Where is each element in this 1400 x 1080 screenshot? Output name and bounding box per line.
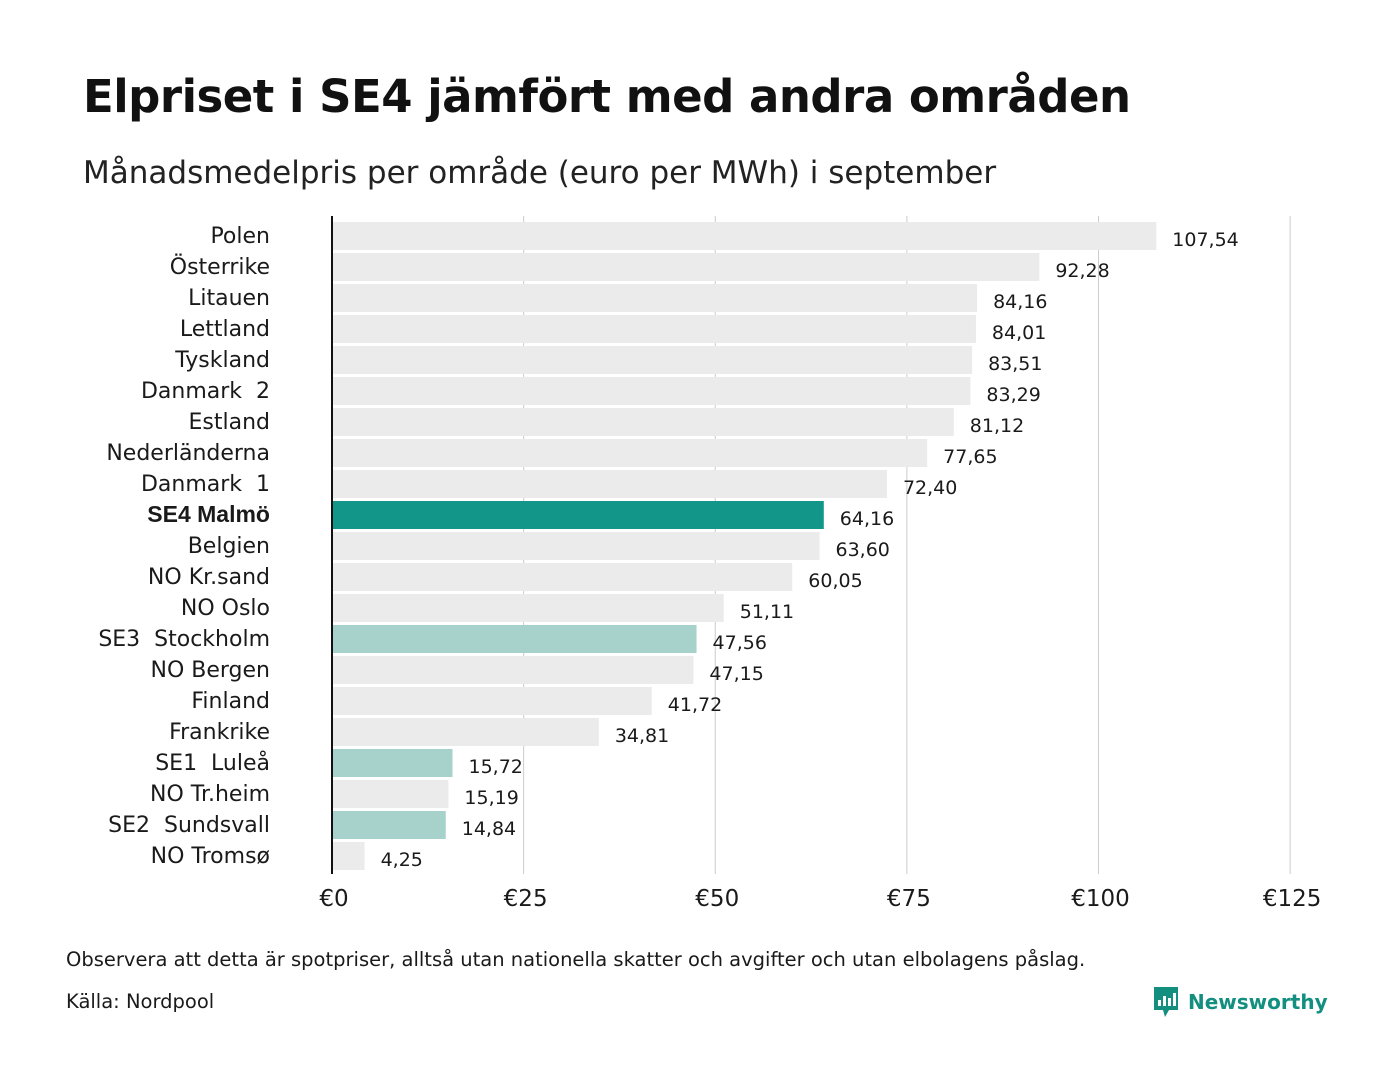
newsworthy-logo-icon: [1154, 987, 1178, 1017]
chart-subtitle: Månadsmedelpris per område (euro per MWh…: [83, 155, 997, 191]
value-label-7: 77,65: [943, 446, 997, 468]
bar-12: [332, 594, 724, 622]
category-label-8: Danmark 1: [141, 472, 270, 497]
bar-0: [332, 222, 1157, 250]
footnote: Observera att detta är spotpriser, allts…: [66, 948, 1086, 971]
bar-4: [332, 346, 973, 374]
category-label-15: Finland: [191, 689, 270, 714]
value-label-2: 84,16: [993, 291, 1047, 313]
value-label-5: 83,29: [986, 384, 1040, 406]
category-label-14: NO Bergen: [151, 658, 271, 683]
bar-13: [332, 625, 697, 653]
category-label-17: SE1 Luleå: [155, 750, 270, 776]
bar-18: [332, 780, 449, 808]
bar-14: [332, 656, 694, 684]
x-tick-label-50: €50: [695, 886, 739, 912]
brand-name: Newsworthy: [1188, 990, 1328, 1014]
bar-1: [332, 253, 1040, 281]
category-label-5: Danmark 2: [141, 379, 270, 404]
bar-2: [332, 284, 978, 312]
bar-5: [332, 377, 971, 405]
x-tick-label-25: €25: [504, 886, 548, 912]
bar-3: [332, 315, 976, 343]
category-label-19: SE2 Sundsvall: [108, 813, 270, 838]
category-label-3: Lettland: [180, 317, 270, 342]
category-label-4: Tyskland: [174, 348, 270, 373]
value-label-14: 47,15: [709, 663, 763, 685]
category-label-11: NO Kr.sand: [148, 565, 270, 590]
bar-6: [332, 408, 954, 436]
x-tick-label-100: €100: [1071, 886, 1130, 912]
x-tick-label-0: €0: [319, 886, 348, 912]
value-label-4: 83,51: [988, 353, 1042, 375]
value-label-3: 84,01: [992, 322, 1046, 344]
bar-8: [332, 470, 887, 498]
category-label-16: Frankrike: [169, 720, 270, 745]
value-label-8: 72,40: [903, 477, 957, 499]
value-label-20: 4,25: [381, 849, 423, 871]
category-label-20: NO Tromsø: [151, 844, 270, 869]
bar-19: [332, 811, 446, 839]
value-label-19: 14,84: [462, 818, 516, 840]
value-label-6: 81,12: [970, 415, 1024, 437]
category-label-12: NO Oslo: [181, 596, 270, 621]
bar-7: [332, 439, 928, 467]
category-label-2: Litauen: [188, 286, 270, 311]
bar-16: [332, 718, 599, 746]
category-label-9: SE4 Malmö: [147, 501, 270, 527]
value-label-13: 47,56: [713, 632, 767, 654]
value-label-9: 64,16: [840, 508, 894, 530]
x-tick-label-75: €75: [887, 886, 931, 912]
bar-10: [332, 532, 820, 560]
value-label-1: 92,28: [1055, 260, 1109, 282]
category-label-6: Estland: [189, 410, 271, 435]
category-label-7: Nederländerna: [106, 441, 270, 466]
chart-title: Elpriset i SE4 jämfört med andra områden: [83, 70, 1131, 123]
value-label-17: 15,72: [468, 756, 522, 778]
bar-9: [332, 501, 824, 529]
value-label-11: 60,05: [808, 570, 862, 592]
category-label-10: Belgien: [188, 534, 270, 559]
bar-20: [332, 842, 365, 870]
x-tick-label-125: €125: [1263, 886, 1322, 912]
bar-15: [332, 687, 652, 715]
value-label-15: 41,72: [668, 694, 722, 716]
category-label-13: SE3 Stockholm: [98, 627, 270, 652]
value-label-18: 15,19: [464, 787, 518, 809]
value-label-16: 34,81: [615, 725, 669, 747]
value-label-10: 63,60: [835, 539, 889, 561]
brand-logo: Newsworthy: [1152, 985, 1328, 1019]
value-label-0: 107,54: [1172, 229, 1238, 251]
category-label-0: Polen: [210, 224, 270, 249]
source-note: Källa: Nordpool: [66, 990, 215, 1013]
category-label-1: Österrike: [170, 254, 270, 280]
category-label-18: NO Tr.heim: [150, 782, 270, 807]
bar-11: [332, 563, 793, 591]
value-label-12: 51,11: [740, 601, 794, 623]
bar-17: [332, 749, 453, 777]
